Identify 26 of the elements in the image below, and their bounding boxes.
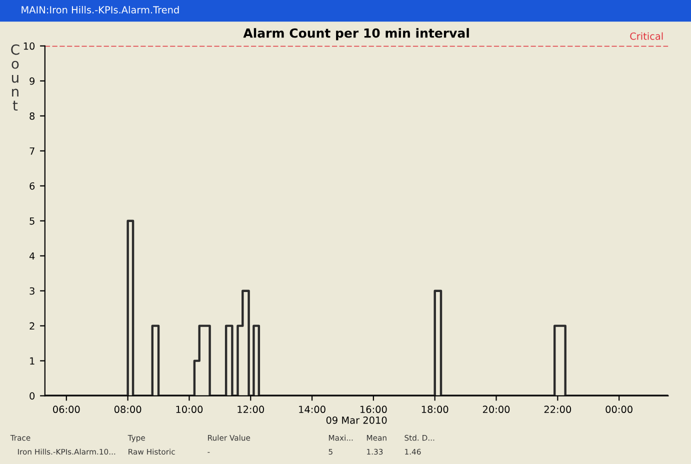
y-tick-label: 9 (30, 77, 35, 85)
x-tick-label: 06:00 (53, 406, 80, 414)
y-tick-label: 1 (30, 357, 34, 364)
x-tick-label: 12:00 (238, 406, 264, 414)
y-tick-label: 6 (30, 182, 35, 190)
ref-line-label: Critical (630, 32, 663, 40)
x-tick-label: 14:00 (299, 406, 326, 414)
x-tick-label: 20:00 (482, 406, 510, 414)
x-tick-label: 00:00 (606, 406, 632, 414)
y-tick-label: 2 (30, 322, 34, 330)
x-axis-title: 09 Mar 2010 (326, 416, 387, 424)
y-tick-label: 8 (30, 112, 35, 120)
y-tick-label: 0 (30, 392, 35, 400)
y-tick-label: 4 (29, 252, 35, 260)
y-tick-label: 7 (30, 148, 34, 155)
x-tick-label: 08:00 (114, 406, 142, 414)
x-tick-label: 10:00 (176, 406, 203, 414)
y-axis-title: Count (11, 44, 20, 111)
x-tick-label: 16:00 (360, 406, 387, 414)
y-tick-label: 5 (30, 217, 34, 225)
text: MAIN:Iron Hills.-KPIs.Alarm.Trend (22, 6, 179, 14)
chart-title: Alarm Count per 10 min interval (243, 28, 469, 40)
x-tick-label: 18:00 (422, 406, 448, 414)
x-tick-label: 22:00 (544, 406, 572, 414)
y-tick-label: 3 (30, 287, 34, 295)
y-tick-label: 10 (24, 42, 35, 50)
